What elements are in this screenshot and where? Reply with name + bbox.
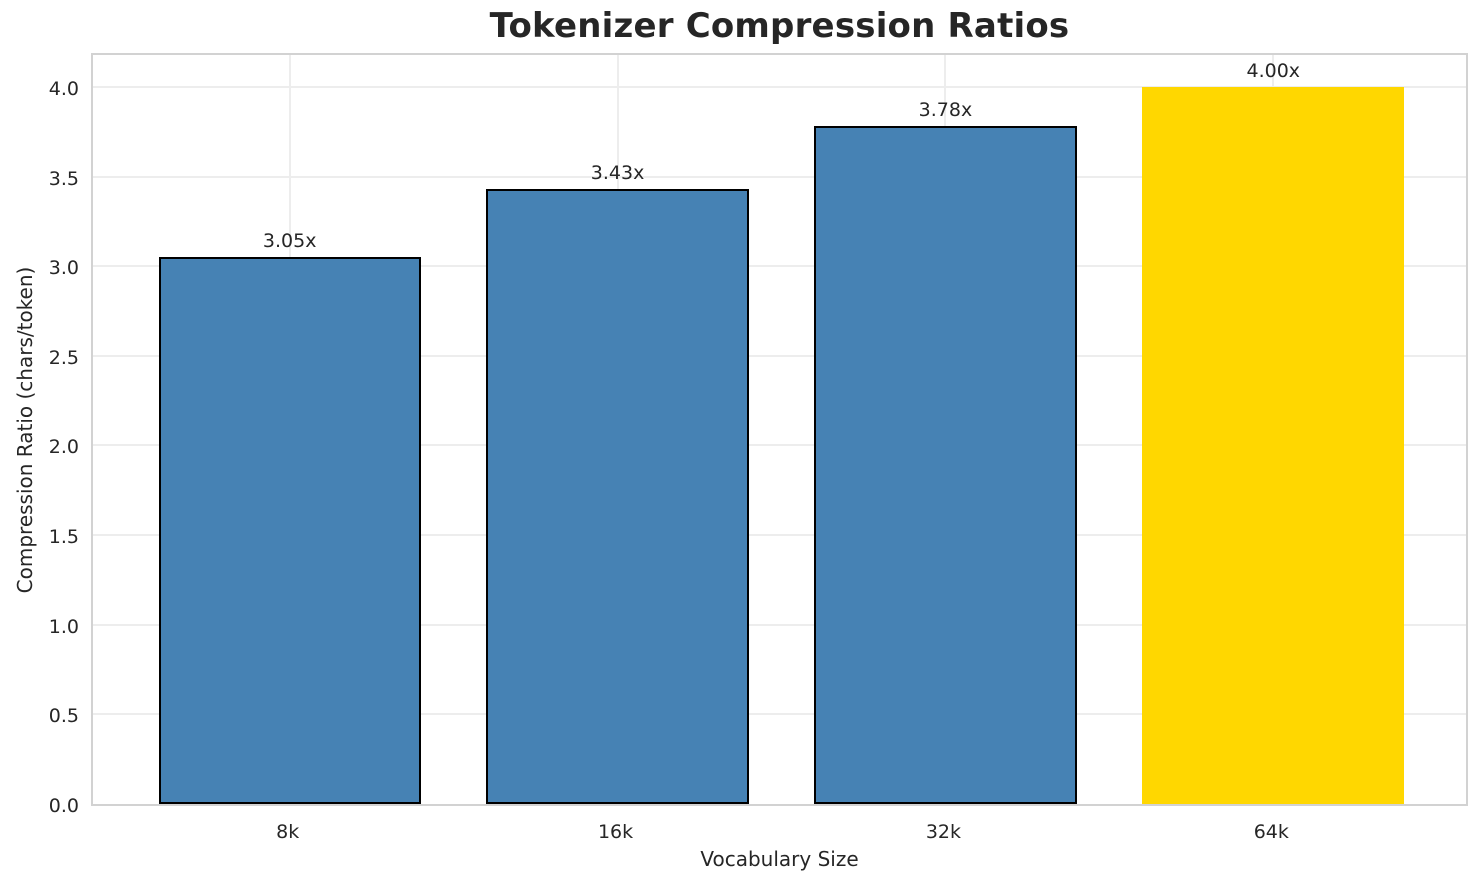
x-tick-label-64k: 64k [1253, 821, 1289, 843]
gridline-horizontal [93, 713, 1466, 716]
y-tick-label: 0.0 [48, 795, 79, 817]
gridline-horizontal [93, 175, 1466, 178]
y-tick-label: 2.5 [48, 346, 79, 369]
gridline-horizontal [93, 265, 1466, 268]
y-tick-label: 4.0 [48, 77, 79, 100]
bar-64k [1142, 86, 1405, 804]
x-tick-label-16k: 16k [597, 821, 634, 843]
y-tick-label: 0.5 [48, 705, 79, 728]
bar-value-label: 3.05x [262, 230, 317, 253]
chart-title: Tokenizer Compression Ratios [489, 6, 1070, 46]
y-tick-label: 1.0 [48, 615, 79, 638]
y-tick-label: 2.0 [48, 436, 79, 459]
plot-area: 3.05x 3.43x 3.78x 4.00x [91, 53, 1468, 806]
x-tick-label-8k: 8k [276, 821, 300, 843]
y-tick-label: 3.0 [48, 257, 79, 280]
y-tick-label: 3.5 [48, 167, 79, 190]
bar-16k [486, 189, 749, 804]
y-tick-label: 1.5 [48, 526, 79, 549]
bar-8k [158, 257, 421, 804]
bar-value-label: 3.43x [590, 162, 645, 185]
gridline-horizontal [93, 354, 1466, 357]
x-axis-title: Vocabulary Size [700, 847, 859, 871]
gridline-horizontal [93, 623, 1466, 626]
bar-value-label: 4.00x [1246, 59, 1301, 82]
bar-value-label: 3.78x [918, 99, 973, 122]
bar-32k [814, 126, 1077, 804]
gridline-horizontal [93, 444, 1466, 447]
gridline-horizontal [93, 534, 1466, 537]
gridline-horizontal [93, 85, 1466, 88]
x-tick-label-32k: 32k [925, 821, 962, 843]
